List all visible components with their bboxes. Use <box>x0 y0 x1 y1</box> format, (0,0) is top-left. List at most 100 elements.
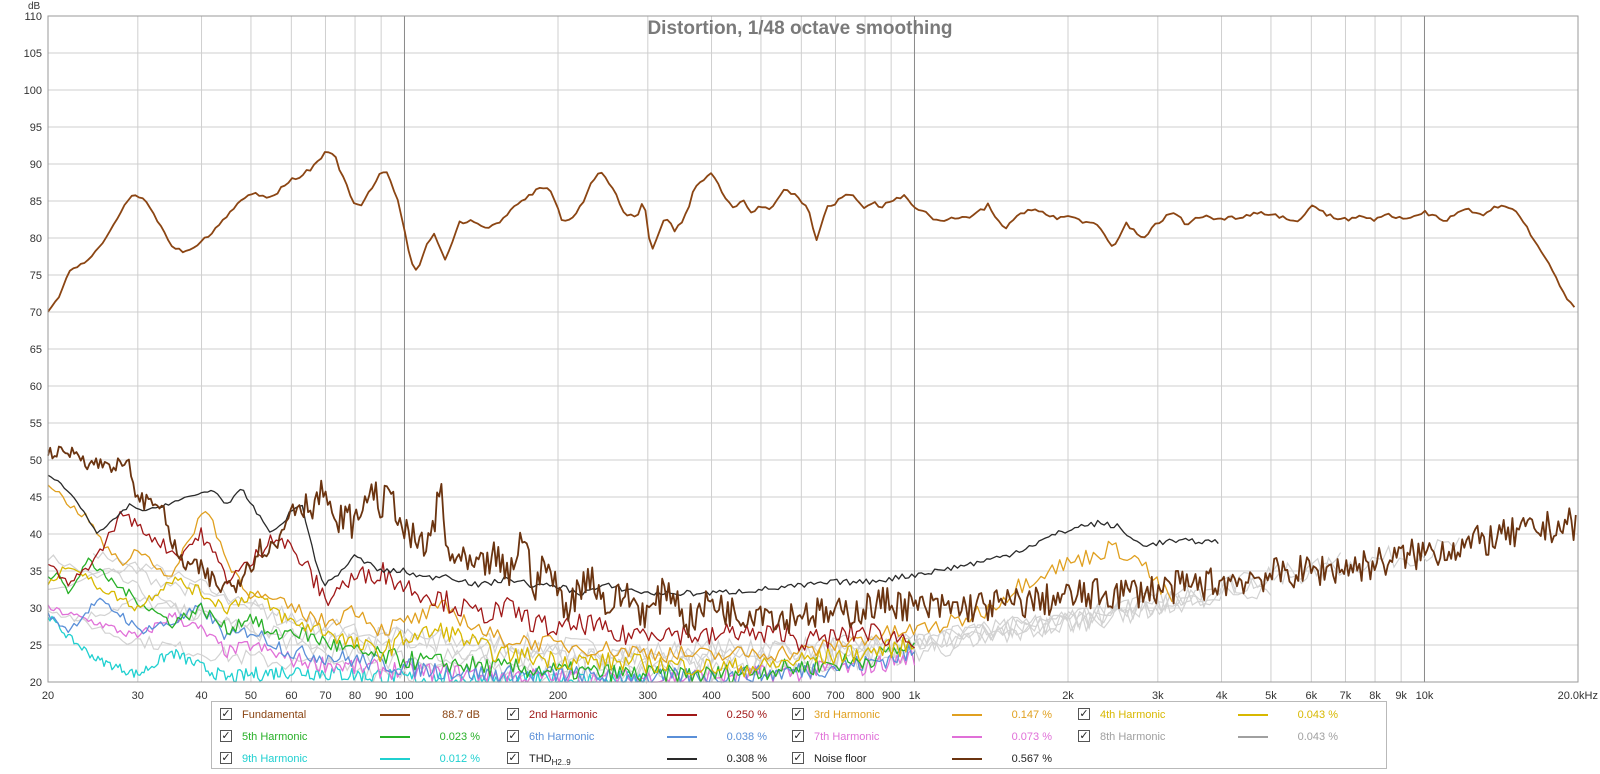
legend-checkbox-4th-harmonic[interactable]: ✓ <box>1078 707 1090 720</box>
legend-label-text: 9th Harmonic <box>242 753 308 765</box>
y-tick-label: 105 <box>24 48 42 60</box>
legend-item-4th-harmonic: ✓ 4th Harmonic 0.043 % <box>1078 706 1358 726</box>
x-tick-label: 60 <box>285 690 297 700</box>
legend-checkbox-8th-harmonic[interactable]: ✓ <box>1078 729 1090 742</box>
legend-item-thd: ✓ THDH2..9 0.308 % <box>507 750 787 770</box>
legend-line-swatch <box>1238 714 1268 716</box>
legend-checkbox-7th-harmonic[interactable]: ✓ <box>792 729 804 742</box>
legend-item-8th-harmonic: ✓ 8th Harmonic 0.043 % <box>1078 728 1358 748</box>
legend-value: 0.250 % <box>726 709 767 721</box>
legend-item-3rd-harmonic: ✓ 3rd Harmonic 0.147 % <box>792 706 1072 726</box>
x-tick-label: 9k <box>1395 690 1407 700</box>
legend-label-text: Fundamental <box>242 709 307 721</box>
legend-label: THDH2..9 <box>529 751 571 771</box>
legend-label-text: 2nd Harmonic <box>529 709 598 721</box>
legend-line-swatch <box>380 758 410 760</box>
x-tick-label: 90 <box>375 690 387 700</box>
ghost-harmonic-trace <box>92 551 1342 668</box>
legend-value: 0.023 % <box>439 731 480 743</box>
x-tick-label: 100 <box>395 690 413 700</box>
series-5th-harmonic-line <box>47 557 916 683</box>
legend-checkbox-5th-harmonic[interactable]: ✓ <box>220 729 232 742</box>
x-tick-label: 8k <box>1369 690 1381 700</box>
legend-label-text: 7th Harmonic <box>814 731 880 743</box>
plot-frame <box>47 15 1579 683</box>
legend-label: Noise floor <box>814 751 867 767</box>
legend-value: 0.308 % <box>726 753 767 765</box>
legend-line-swatch <box>667 714 697 716</box>
legend-checkbox-9th-harmonic[interactable]: ✓ <box>220 751 232 764</box>
legend-value: 88.7 dB <box>442 709 480 721</box>
legend-checkbox-2nd-harmonic[interactable]: ✓ <box>507 707 519 720</box>
legend-label-text: 5th Harmonic <box>242 731 308 743</box>
legend-label: 5th Harmonic <box>242 729 307 745</box>
legend-line-swatch <box>667 736 697 738</box>
legend-checkbox-3rd-harmonic[interactable]: ✓ <box>792 707 804 720</box>
series-fundamental-line <box>47 151 1576 313</box>
y-tick-label: 85 <box>30 196 42 208</box>
x-tick-label: 2k <box>1062 690 1074 700</box>
y-tick-label: 65 <box>30 344 42 356</box>
x-tick-label: 70 <box>319 690 331 700</box>
legend-label-text: THD <box>529 753 552 765</box>
x-tick-label: 7k <box>1340 690 1352 700</box>
y-tick-label: 55 <box>30 418 42 430</box>
x-tick-label: 400 <box>702 690 720 700</box>
legend-checkbox-thd[interactable]: ✓ <box>507 751 519 764</box>
legend-item-9th-harmonic: ✓ 9th Harmonic 0.012 % <box>220 750 500 770</box>
legend-label: Fundamental <box>242 707 306 723</box>
x-tick-label: 1k <box>909 690 921 700</box>
series-4th-harmonic-line <box>47 566 915 678</box>
legend-item-2nd-harmonic: ✓ 2nd Harmonic 0.250 % <box>507 706 787 726</box>
legend-label: 4th Harmonic <box>1100 707 1165 723</box>
legend-checkbox-fundamental[interactable]: ✓ <box>220 707 232 720</box>
legend-panel: ✓ Fundamental 88.7 dB ✓ 2nd Harmonic 0.250 % ✓… <box>211 701 1387 769</box>
x-tick-label: 900 <box>882 690 900 700</box>
y-tick-label: 20 <box>30 677 42 689</box>
legend-value: 0.043 % <box>1297 709 1338 721</box>
legend-line-swatch <box>380 714 410 716</box>
legend-checkbox-noise-floor[interactable]: ✓ <box>792 751 804 764</box>
legend-label: 3rd Harmonic <box>814 707 880 723</box>
legend-line-swatch <box>952 736 982 738</box>
series-thd-line <box>47 474 1219 597</box>
x-tick-label: 80 <box>349 690 361 700</box>
x-tick-label: 10k <box>1416 690 1434 700</box>
x-tick-label: 600 <box>792 690 810 700</box>
legend-line-swatch <box>380 736 410 738</box>
legend-line-swatch <box>952 714 982 716</box>
legend-value: 0.147 % <box>1011 709 1052 721</box>
x-tick-label: 50 <box>245 690 257 700</box>
legend-label-subscript: H2..9 <box>551 758 571 768</box>
legend-item-noise-floor: ✓ Noise floor 0.567 % <box>792 750 1072 770</box>
y-tick-label: 110 <box>24 11 42 23</box>
legend-label: 7th Harmonic <box>814 729 879 745</box>
x-tick-label: 700 <box>826 690 844 700</box>
legend-line-swatch <box>952 758 982 760</box>
series-noise-floor-line <box>47 445 1577 639</box>
x-tick-label: 20.0kHz <box>1558 690 1598 700</box>
legend-label-text: 3rd Harmonic <box>814 709 881 721</box>
x-tick-label: 200 <box>549 690 567 700</box>
y-axis-label: dB <box>28 1 41 12</box>
x-tick-label: 40 <box>195 690 207 700</box>
legend-label-text: 6th Harmonic <box>529 731 595 743</box>
ghost-harmonic-trace <box>47 537 1460 665</box>
y-tick-label: 70 <box>30 307 42 319</box>
x-tick-label: 800 <box>856 690 874 700</box>
tick-label-layer: 20 25 30 35 40 45 50 55 60 65 70 75 80 85 90 95 100 105 11… <box>24 11 1598 700</box>
x-tick-label: 4k <box>1216 690 1228 700</box>
x-tick-label: 5k <box>1265 690 1277 700</box>
series-2nd-harmonic-line <box>47 510 915 652</box>
legend-checkbox-6th-harmonic[interactable]: ✓ <box>507 729 519 742</box>
y-tick-label: 25 <box>30 640 42 652</box>
y-tick-label: 35 <box>30 566 42 578</box>
y-tick-label: 45 <box>30 492 42 504</box>
y-tick-label: 30 <box>30 603 42 615</box>
legend-item-5th-harmonic: ✓ 5th Harmonic 0.023 % <box>220 728 500 748</box>
y-tick-label: 100 <box>24 85 42 97</box>
distortion-chart: 20 25 30 35 40 45 50 55 60 65 70 75 80 85 90 95 100 105 11… <box>24 1 1598 700</box>
legend-line-swatch <box>1238 736 1268 738</box>
legend-item-fundamental: ✓ Fundamental 88.7 dB <box>220 706 500 726</box>
legend-item-7th-harmonic: ✓ 7th Harmonic 0.073 % <box>792 728 1072 748</box>
